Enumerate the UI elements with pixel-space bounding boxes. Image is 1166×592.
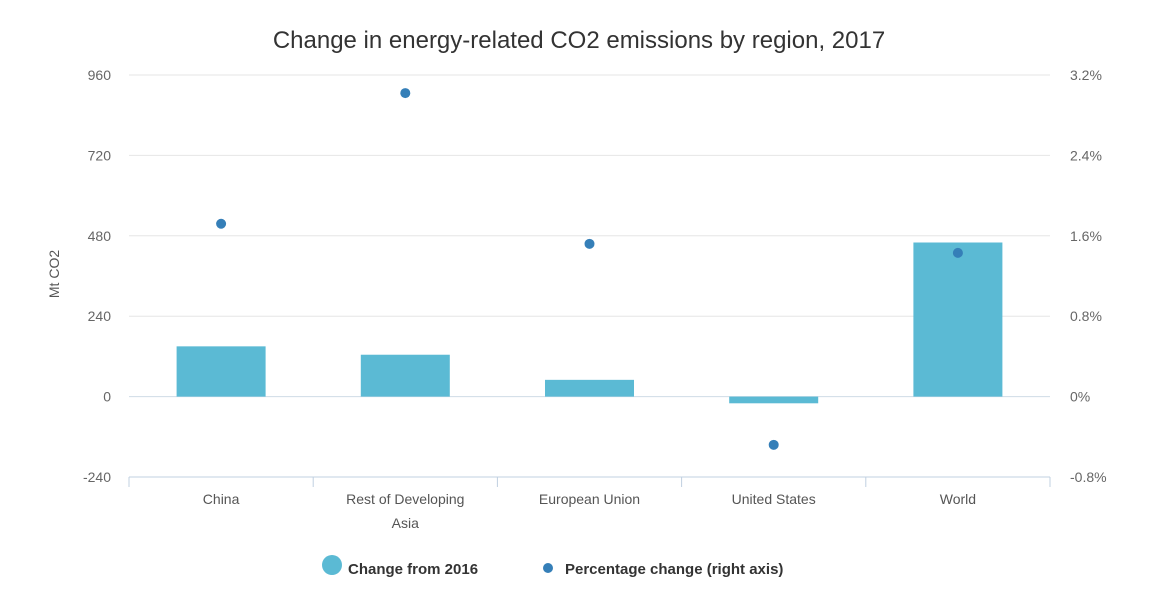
gridlines — [129, 74, 1050, 398]
legend-label-percentage[interactable]: Percentage change (right axis) — [565, 561, 783, 578]
y2-tick-label: 2.4% — [1070, 147, 1102, 163]
point[interactable] — [400, 88, 411, 99]
point[interactable] — [584, 238, 595, 249]
legend-bar-swatch — [322, 555, 342, 575]
y-axis-title: Mt CO2 — [46, 250, 62, 298]
y-axis-right-ticks: 3.2% 2.4% 1.6% 0.8% 0% -0.8% — [1070, 67, 1107, 485]
point[interactable] — [216, 218, 227, 229]
x-tick-label: Rest of Developing — [346, 491, 464, 507]
point[interactable] — [952, 247, 963, 258]
y-tick-label: -240 — [83, 469, 111, 485]
x-tick-label: China — [203, 491, 240, 507]
y-tick-label: 0 — [103, 389, 111, 405]
y2-tick-label: 1.6% — [1070, 228, 1102, 244]
points — [216, 88, 963, 450]
bar[interactable] — [176, 346, 266, 397]
y2-tick-label: 3.2% — [1070, 67, 1102, 83]
y-tick-label: 960 — [88, 67, 112, 83]
y2-tick-label: 0.8% — [1070, 308, 1102, 324]
bar[interactable] — [360, 354, 450, 397]
legend-dot-swatch — [543, 563, 553, 573]
legend: Change from 2016 Percentage change (righ… — [322, 555, 783, 578]
y2-tick-label: -0.8% — [1070, 469, 1107, 485]
point[interactable] — [768, 439, 779, 450]
x-tick-label: United States — [732, 491, 816, 507]
y2-tick-label: 0% — [1070, 389, 1090, 405]
y-tick-label: 240 — [88, 308, 112, 324]
y-tick-label: 480 — [88, 228, 112, 244]
bar[interactable] — [729, 396, 819, 404]
legend-label-change[interactable]: Change from 2016 — [348, 561, 478, 578]
x-tick-label: World — [940, 491, 976, 507]
bar[interactable] — [913, 242, 1003, 397]
x-tick-label: Asia — [392, 515, 419, 531]
chart-title: Change in energy-related CO2 emissions b… — [273, 27, 885, 54]
x-axis: China Rest of Developing Asia European Unio… — [128, 476, 1051, 531]
x-tick-label: European Union — [539, 491, 640, 507]
y-axis-left-ticks: 960 720 480 240 0 -240 — [83, 67, 111, 485]
bars — [176, 242, 1003, 404]
y-tick-label: 720 — [88, 147, 112, 163]
bar[interactable] — [545, 379, 634, 397]
